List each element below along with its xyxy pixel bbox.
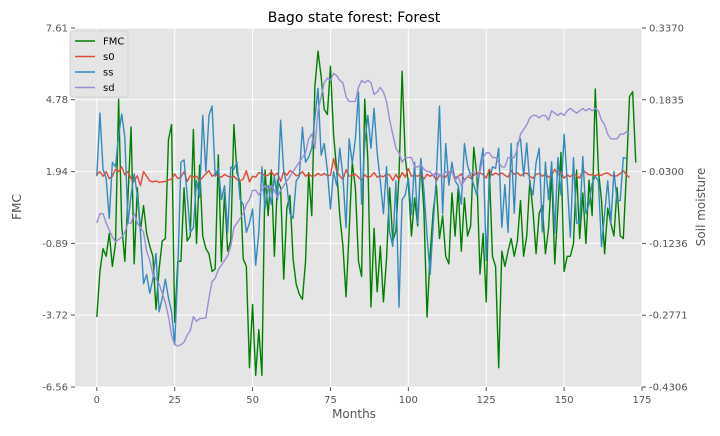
x-axis-ticks: 0 25 50 75 100 125 150 175 [94,387,652,406]
legend-label-s0: s0 [103,52,115,63]
y2-axis-label: Soil moisture [694,168,708,246]
x-tick-label: 125 [477,395,496,406]
legend-label-ss: ss [103,68,113,79]
series-line-ss [96,87,627,346]
series-lines [96,50,637,377]
x-tick-label: 75 [324,395,337,406]
y2-tick-label: -0.1236 [649,239,688,250]
y2-tick-label: 0.3370 [649,24,684,35]
y2-tick-label: 0.0300 [649,167,684,178]
x-tick-label: 100 [399,395,418,406]
y2-tick-label: -0.4306 [649,383,688,394]
legend: FMC s0 ss sd [69,30,129,98]
x-tick-label: 0 [94,395,100,406]
x-tick-label: 50 [246,395,259,406]
y2-axis-ticks: -0.4306 -0.2771 -0.1236 0.0300 0.1835 0.3370 [642,24,688,394]
y-tick-label: 4.78 [46,95,68,106]
y-tick-label: 7.61 [46,24,68,35]
y-tick-label: -0.89 [42,239,68,250]
y-tick-label: 1.94 [46,167,68,178]
x-axis-label: Months [332,407,376,421]
chart-title: Bago state forest: Forest [268,10,441,26]
legend-box [69,30,129,98]
y-axis-ticks: -6.56 -3.72 -0.89 1.94 4.78 7.61 [42,24,75,394]
y2-tick-label: -0.2771 [649,311,688,322]
y-axis-label: FMC [10,194,24,220]
x-tick-label: 25 [168,395,181,406]
plot-background [75,28,642,387]
series-line-sd [96,72,630,347]
legend-label-sd: sd [103,83,115,94]
y-tick-label: -3.72 [42,311,68,322]
y2-tick-label: 0.1835 [649,95,684,106]
x-tick-label: 175 [632,395,651,406]
y-tick-label: -6.56 [42,383,68,394]
legend-label-fmc: FMC [103,37,124,48]
x-tick-label: 150 [555,395,574,406]
